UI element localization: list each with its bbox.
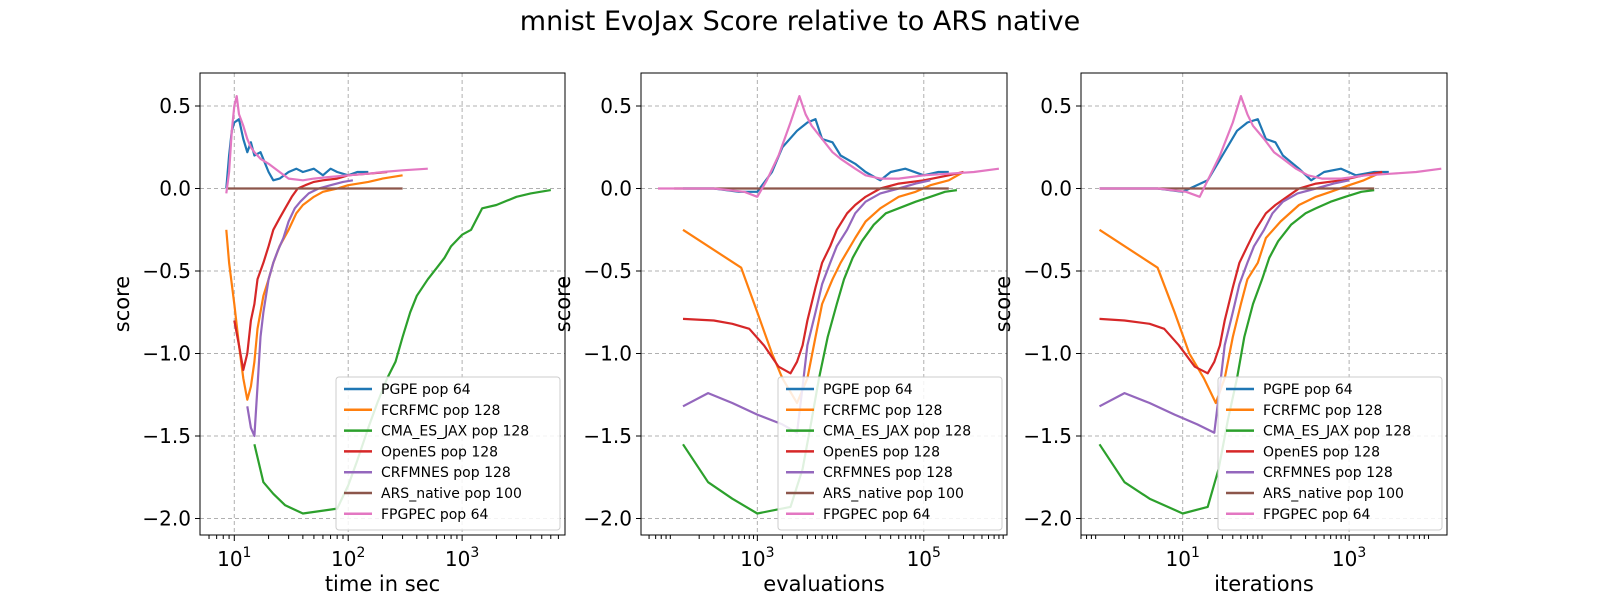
y-tick-label: −0.5 [142,259,191,283]
legend-label: CMA_ES_JAX pop 128 [1263,424,1411,440]
legend-label: CRFMNES pop 128 [823,465,953,481]
y-tick-label: 0.0 [159,177,191,201]
y-tick-label: −1.5 [142,424,191,448]
series-line-cma-es-jax-pop-128 [1098,189,1375,515]
x-tick-base: 10 [1165,547,1190,571]
x-axis-label: evaluations [763,572,884,596]
x-tick-exponent: 1 [1191,545,1200,561]
series-line-openes-pop-128 [233,170,388,372]
y-tick-label: −2.0 [583,507,632,531]
series-line-crfmnes-pop-128 [1098,179,1350,434]
legend-label: CRFMNES pop 128 [381,465,511,481]
series-line-pgpe-pop-64 [1099,118,1389,193]
y-tick-label: −0.5 [1023,259,1072,283]
series-line-cma-es-jax-pop-128 [682,189,958,515]
legend-label: PGPE pop 64 [381,382,471,398]
x-tick-label: 102 [331,545,365,571]
legend: PGPE pop 64 FCRFMC pop 128 CMA_ES_JAX pop … [1217,376,1443,531]
y-tick-label: −2.0 [1023,507,1072,531]
y-tick-label: 0.5 [159,94,191,118]
legend-label: OpenES pop 128 [1263,444,1380,460]
series-line-openes-pop-128 [682,170,964,375]
x-tick-base: 10 [1332,547,1357,571]
y-axis-label: score [110,276,134,332]
legend-box [777,376,1003,531]
y-tick-label: −0.5 [583,259,632,283]
legend-label: OpenES pop 128 [381,444,498,460]
axes-frame [199,72,566,536]
legend-label: ARS_native pop 100 [823,486,964,502]
series-line-cma-es-jax-pop-128 [253,189,551,515]
y-tick-label: −1.5 [583,424,632,448]
series-line-fpgpec-pop-64 [1099,95,1442,198]
legend-label: OpenES pop 128 [823,444,940,460]
x-tick-exponent: 5 [932,545,941,561]
legend-label: FCRFMC pop 128 [1263,403,1382,419]
figure-title: mnist EvoJax Score relative to ARS nativ… [519,6,1081,37]
y-tick-label: −1.0 [1023,342,1072,366]
x-tick-label: 103 [1332,545,1366,571]
y-axis-label: score [991,276,1015,332]
x-tick-exponent: 3 [1357,545,1366,561]
legend-label: ARS_native pop 100 [1263,486,1404,502]
x-tick-exponent: 3 [766,545,775,561]
series-line-fpgpec-pop-64 [225,95,428,194]
legend-box [335,376,561,531]
x-tick-base: 10 [217,547,242,571]
legend-label: CMA_ES_JAX pop 128 [381,424,529,440]
series-line-pgpe-pop-64 [225,118,369,189]
x-tick-label: 103 [445,545,479,571]
legend-label: ARS_native pop 100 [381,486,522,502]
x-axis-label: iterations [1214,572,1314,596]
legend-label: FPGPEC pop 64 [823,507,931,523]
y-tick-label: 0.0 [600,177,632,201]
x-tick-label: 101 [217,545,251,571]
y-tick-label: −1.0 [142,342,191,366]
y-tick-label: 0.0 [1040,177,1072,201]
y-tick-label: −1.0 [583,342,632,366]
series-line-fpgpec-pop-64 [658,95,1000,198]
y-tick-label: −2.0 [142,507,191,531]
series-line-fcrfmc-pop-128 [1098,170,1383,405]
x-tick-label: 103 [740,545,774,571]
legend-label: FPGPEC pop 64 [1263,507,1371,523]
x-tick-exponent: 1 [243,545,252,561]
x-axis-label: time in sec [325,572,440,596]
legend-label: FCRFMC pop 128 [381,403,500,419]
legend-box [1217,376,1443,531]
axes-frame [1080,72,1448,536]
x-tick-label: 101 [1165,545,1199,571]
y-tick-label: 0.5 [600,94,632,118]
legend: PGPE pop 64 FCRFMC pop 128 CMA_ES_JAX pop … [335,376,561,531]
y-tick-label: −1.5 [1023,424,1072,448]
x-tick-base: 10 [907,547,932,571]
y-axis-label: score [551,276,575,332]
legend-label: FPGPEC pop 64 [381,507,489,523]
x-tick-exponent: 2 [356,545,365,561]
legend-label: PGPE pop 64 [823,382,913,398]
x-tick-base: 10 [331,547,356,571]
legend-label: FCRFMC pop 128 [823,403,942,419]
legend-label: CRFMNES pop 128 [1263,465,1393,481]
x-tick-label: 105 [907,545,941,571]
series-line-openes-pop-128 [1099,170,1383,375]
legend-label: CMA_ES_JAX pop 128 [823,424,971,440]
x-tick-base: 10 [740,547,765,571]
series-line-fcrfmc-pop-128 [225,174,403,401]
x-tick-base: 10 [445,547,470,571]
axes-frame [640,72,1008,536]
y-tick-label: 0.5 [1040,94,1072,118]
series-line-fcrfmc-pop-128 [682,171,965,405]
x-tick-exponent: 3 [470,545,479,561]
legend: PGPE pop 64 FCRFMC pop 128 CMA_ES_JAX pop … [777,376,1003,531]
legend-label: PGPE pop 64 [1263,382,1353,398]
series-line-crfmnes-pop-128 [682,179,931,434]
